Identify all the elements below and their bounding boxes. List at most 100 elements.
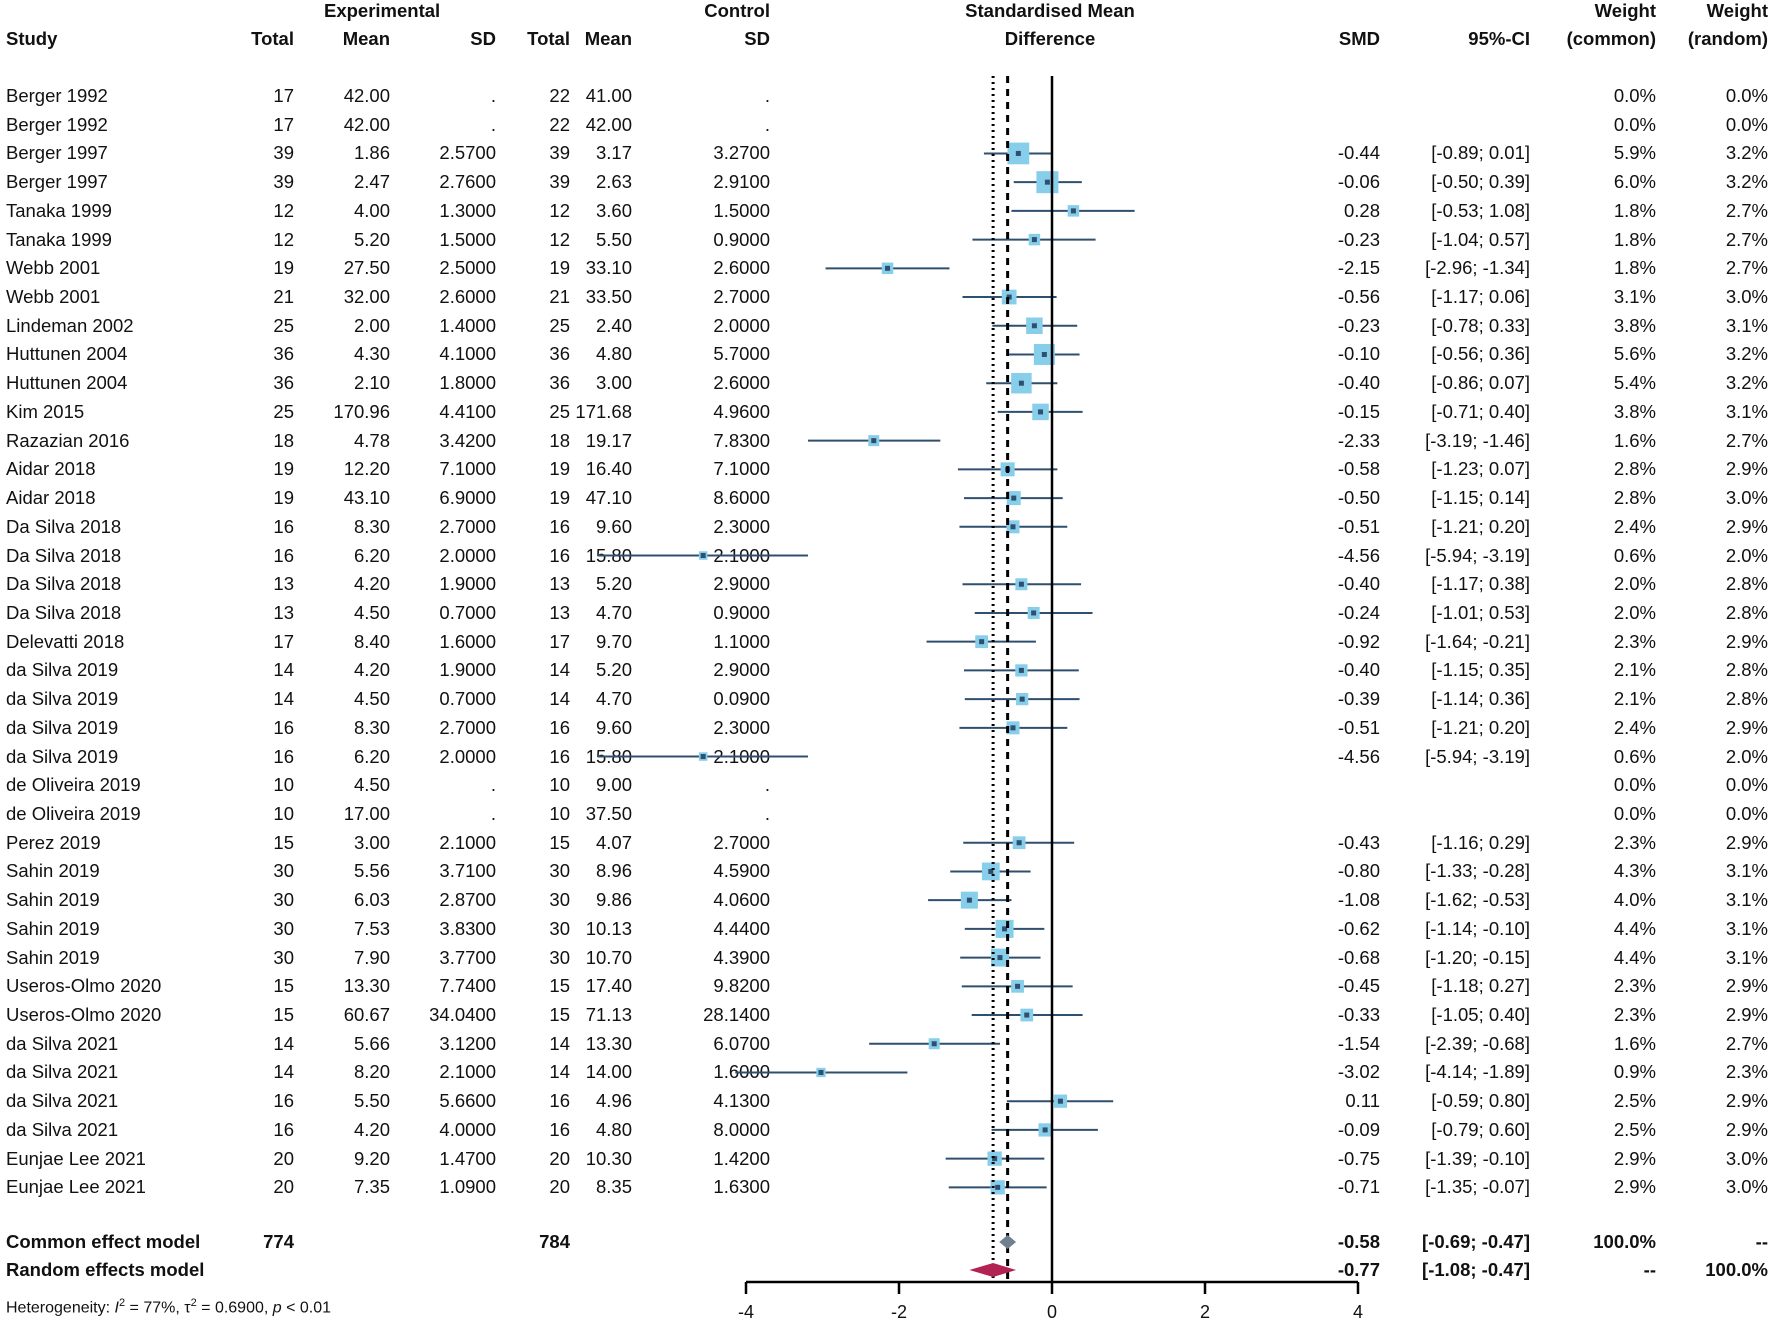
row-study-name: da Silva 2021 xyxy=(6,1032,119,1054)
row-c-total: 39 xyxy=(549,142,570,164)
row-c-sd: 2.7000 xyxy=(713,831,770,853)
common-e-total: 774 xyxy=(263,1231,294,1252)
row-study-name: Berger 1997 xyxy=(6,142,108,164)
row-ci: [-1.21; 0.20] xyxy=(1431,515,1530,537)
row-study-name: da Silva 2021 xyxy=(6,1061,119,1083)
row-ci: [-1.17; 0.38] xyxy=(1431,573,1530,595)
row-study-name: de Oliveira 2019 xyxy=(6,803,141,824)
row-smd: -0.80 xyxy=(1337,860,1380,882)
row-weight-random: 0.0% xyxy=(1725,113,1768,135)
random-weight-random: 100.0% xyxy=(1705,1259,1768,1280)
row-e-total: 19 xyxy=(273,458,294,480)
row-smd: -0.40 xyxy=(1337,573,1380,595)
row-weight-common: 1.6% xyxy=(1613,429,1656,451)
row-ci: [-0.56; 0.36] xyxy=(1431,343,1530,365)
row-e-total: 13 xyxy=(273,601,294,623)
row-weight-random: 2.0% xyxy=(1725,745,1768,767)
row-c-mean: 2.63 xyxy=(595,171,632,193)
row-e-total: 30 xyxy=(273,889,294,911)
row-smd: 0.28 xyxy=(1343,199,1380,221)
row-e-sd: . xyxy=(490,803,496,824)
row-e-total: 39 xyxy=(273,142,294,164)
row-weight-random: 2.3% xyxy=(1725,1061,1768,1083)
row-weight-random: 2.8% xyxy=(1725,573,1768,595)
row-c-total: 16 xyxy=(549,1118,570,1140)
row-weight-common: 2.9% xyxy=(1613,1176,1656,1198)
row-study-name: Kim 2015 xyxy=(6,400,85,422)
row-e-sd: 4.0000 xyxy=(439,1118,496,1140)
header-smd-line1: Standardised Mean xyxy=(965,0,1135,21)
row-weight-random: 2.9% xyxy=(1725,458,1768,480)
row-weight-common: 0.0% xyxy=(1613,774,1656,796)
row-weight-random: 2.9% xyxy=(1725,716,1768,738)
row-e-sd: 1.3000 xyxy=(439,199,496,221)
row-study-name: Sahin 2019 xyxy=(6,946,100,968)
row-ci: [-1.18; 0.27] xyxy=(1431,975,1530,997)
row-ci: [-1.15; 0.35] xyxy=(1431,659,1530,681)
row-study-name: Da Silva 2018 xyxy=(6,544,122,566)
header-weight-random-sub: (random) xyxy=(1687,28,1768,49)
row-e-sd: . xyxy=(490,85,496,106)
point-estimate xyxy=(997,955,1003,961)
row-weight-random: 2.8% xyxy=(1725,601,1768,623)
row-study-name: Berger 1997 xyxy=(6,171,108,193)
row-weight-common: 2.4% xyxy=(1613,716,1656,738)
row-c-mean: 33.10 xyxy=(585,257,632,279)
row-c-total: 15 xyxy=(549,1004,570,1026)
header-weight-common-sub: (common) xyxy=(1566,28,1656,49)
row-weight-random: 0.0% xyxy=(1725,803,1768,824)
row-smd: -0.44 xyxy=(1337,142,1380,164)
row-e-total: 16 xyxy=(273,515,294,537)
row-smd: -1.54 xyxy=(1337,1032,1380,1054)
row-ci: [-1.33; -0.28] xyxy=(1425,860,1530,882)
point-estimate xyxy=(1016,840,1022,846)
point-estimate xyxy=(1019,696,1025,702)
row-e-total: 20 xyxy=(273,1147,294,1169)
row-weight-common: 4.0% xyxy=(1613,889,1656,911)
row-weight-random: 2.9% xyxy=(1725,515,1768,537)
row-e-mean: 8.40 xyxy=(353,630,390,652)
row-weight-common: 2.8% xyxy=(1613,458,1656,480)
row-c-mean: 9.60 xyxy=(595,716,632,738)
row-c-sd: 0.9000 xyxy=(713,601,770,623)
header-e-mean: Mean xyxy=(342,28,390,49)
x-tick-label: -4 xyxy=(738,1302,754,1322)
row-c-total: 21 xyxy=(549,286,570,308)
row-study-name: de Oliveira 2019 xyxy=(6,774,141,796)
row-c-sd: 8.0000 xyxy=(713,1118,770,1140)
point-estimate xyxy=(1018,581,1024,587)
random-ci: [-1.08; -0.47] xyxy=(1422,1259,1530,1280)
point-estimate xyxy=(1010,524,1016,530)
row-e-sd: 2.1000 xyxy=(439,831,496,853)
row-study-name: da Silva 2019 xyxy=(6,659,119,681)
row-e-total: 14 xyxy=(273,688,294,710)
row-weight-common: 0.6% xyxy=(1613,544,1656,566)
row-weight-common: 2.4% xyxy=(1613,515,1656,537)
row-e-sd: 2.0000 xyxy=(439,745,496,767)
row-weight-random: 2.9% xyxy=(1725,975,1768,997)
row-c-total: 36 xyxy=(549,343,570,365)
row-ci: [-1.05; 0.40] xyxy=(1431,1004,1530,1026)
x-tick-label: -2 xyxy=(891,1302,907,1322)
row-e-sd: 2.7600 xyxy=(439,171,496,193)
row-study-name: Useros-Olmo 2020 xyxy=(6,975,162,997)
common-effect-diamond xyxy=(999,1235,1017,1249)
row-smd: -0.40 xyxy=(1337,659,1380,681)
row-study-name: da Silva 2021 xyxy=(6,1090,119,1112)
row-c-mean: 9.70 xyxy=(595,630,632,652)
row-ci: [-4.14; -1.89] xyxy=(1425,1061,1530,1083)
row-e-mean: 4.30 xyxy=(353,343,390,365)
common-smd: -0.58 xyxy=(1337,1231,1380,1252)
row-c-total: 30 xyxy=(549,860,570,882)
row-e-mean: 170.96 xyxy=(333,400,390,422)
row-c-sd: 0.0900 xyxy=(713,688,770,710)
row-c-mean: 4.96 xyxy=(595,1090,632,1112)
row-c-total: 36 xyxy=(549,372,570,394)
row-e-total: 16 xyxy=(273,544,294,566)
row-weight-random: 3.0% xyxy=(1725,1176,1768,1198)
row-e-sd: 1.0900 xyxy=(439,1176,496,1198)
row-c-mean: 14.00 xyxy=(585,1061,632,1083)
row-study-name: Aidar 2018 xyxy=(6,458,96,480)
point-estimate xyxy=(1031,237,1037,243)
